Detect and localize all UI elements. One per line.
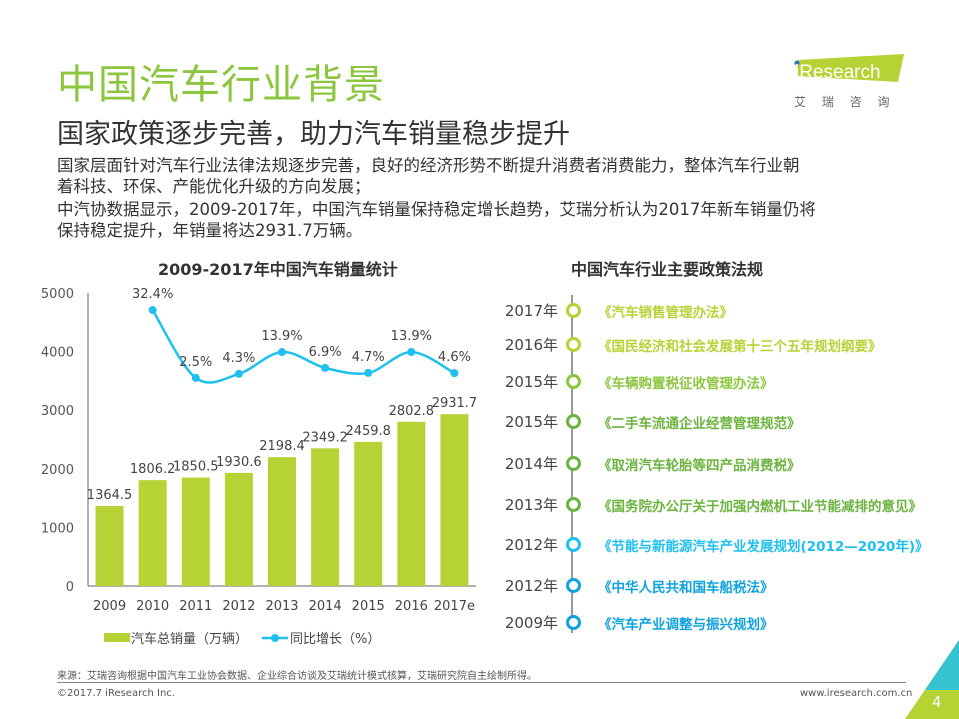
page-number: 4 — [932, 693, 942, 711]
growth-value-label: 13.9% — [261, 329, 302, 344]
growth-point — [450, 369, 459, 378]
x-tick-label: 2012 — [222, 599, 255, 614]
y-tick-label: 0 — [66, 580, 74, 595]
bar-value-label: 1806.2 — [130, 462, 176, 477]
bar-value-label: 2198.4 — [259, 439, 305, 454]
x-tick-label: 2013 — [265, 599, 298, 614]
logo-subtext: 艾 瑞 咨 询 — [794, 94, 895, 109]
growth-point — [321, 363, 330, 372]
timeline-dot-icon — [566, 303, 581, 318]
logo-text: iResearch — [795, 62, 881, 83]
growth-value-label: 2.5% — [179, 355, 212, 370]
policy-year: 2015年 — [504, 373, 558, 391]
growth-point — [148, 306, 157, 315]
timeline-dot-icon — [566, 374, 581, 389]
legend-bar-swatch — [104, 633, 130, 642]
bar — [95, 506, 124, 586]
y-tick-label: 1000 — [41, 521, 74, 536]
growth-value-label: 6.9% — [309, 345, 342, 360]
bar-value-label: 2802.8 — [389, 404, 435, 419]
website-link[interactable]: www.iresearch.com.cn — [800, 688, 913, 699]
policy-year: 2017年 — [504, 302, 558, 320]
policy-title: 中国汽车行业主要政策法规 — [571, 260, 764, 279]
x-tick-label: 2015 — [352, 599, 385, 614]
bar — [311, 448, 340, 586]
x-tick-label: 2009 — [93, 599, 126, 614]
bar-value-label: 2931.7 — [432, 396, 478, 411]
bar — [354, 441, 383, 586]
policy-name: 《二手车流通企业经营管理规范》 — [598, 416, 801, 432]
summary-line: 中汽协数据显示，2009-2017年，中国汽车销量保持稳定增长趋势，艾瑞分析认为… — [57, 200, 816, 219]
y-tick-label: 4000 — [41, 346, 74, 361]
policy-name: 《中华人民共和国车船税法》 — [598, 580, 774, 596]
summary-line: 国家层面针对汽车行业法律法规逐步完善，良好的经济形势不断提升消费者消费能力，整体… — [57, 156, 800, 175]
x-tick-label: 2016 — [395, 599, 428, 614]
policy-name: 《汽车产业调整与振兴规划》 — [598, 617, 774, 633]
timeline-dot-icon — [566, 578, 581, 593]
growth-point — [234, 369, 243, 378]
timeline-dot-icon — [566, 414, 581, 429]
y-tick-label: 3000 — [41, 404, 74, 419]
legend-label: 同比增长（%） — [290, 632, 380, 647]
bar-value-label: 2459.8 — [345, 424, 391, 439]
policy-name: 《节能与新能源汽车产业发展规划(2012—2020年)》 — [598, 539, 929, 555]
corner-decoration — [905, 640, 959, 719]
bar — [181, 477, 210, 586]
footer-divider — [57, 682, 906, 683]
policy-year: 2012年 — [504, 536, 558, 554]
bar — [440, 414, 469, 586]
growth-point — [407, 348, 416, 357]
source-note: 来源：艾瑞咨询根据中国汽车工业协会数据、企业综合访谈及艾瑞统计模式核算，艾瑞研究… — [57, 671, 537, 682]
timeline-dot-icon — [566, 537, 581, 552]
sales-chart: 0 1000 2000 3000 4000 5000 2009 1364.5 2010 1806.… — [41, 287, 478, 647]
page-subtitle: 国家政策逐步完善，助力汽车销量稳步提升 — [57, 119, 570, 150]
copyright: ©2017.7 iResearch Inc. — [57, 688, 175, 699]
timeline-dot-icon — [566, 497, 581, 512]
policy-name: 《车辆购置税征收管理办法》 — [598, 376, 774, 392]
growth-value-label: 32.4% — [132, 287, 173, 302]
growth-value-label: 4.6% — [438, 350, 471, 365]
policy-year: 2013年 — [504, 496, 558, 514]
growth-value-label: 13.9% — [391, 329, 432, 344]
y-tick-label: 2000 — [41, 463, 74, 478]
x-tick-label: 2017e — [434, 599, 475, 614]
policy-name: 《国民经济和社会发展第十三个五年规划纲要》 — [598, 339, 882, 355]
policy-year: 2014年 — [504, 455, 558, 473]
policy-name: 《国务院办公厅关于加强内燃机工业节能减排的意见》 — [598, 499, 922, 515]
bar-value-label: 1850.5 — [173, 460, 219, 475]
bar-value-label: 1930.6 — [216, 455, 262, 470]
iresearch-logo: iResearch 艾 瑞 咨 询 — [792, 52, 912, 112]
bar-value-label: 2349.2 — [302, 430, 348, 445]
policy-name: 《汽车销售管理办法》 — [598, 305, 733, 321]
policy-name: 《取消汽车轮胎等四产品消费税》 — [598, 458, 801, 474]
bar — [138, 480, 167, 586]
growth-point — [191, 373, 200, 382]
bar — [224, 472, 253, 586]
x-tick-label: 2014 — [309, 599, 342, 614]
legend-line-marker — [271, 634, 279, 642]
policy-year: 2016年 — [504, 336, 558, 354]
policy-year: 2009年 — [504, 614, 558, 632]
growth-point — [364, 368, 373, 377]
x-tick-label: 2010 — [136, 599, 169, 614]
legend-label: 汽车总销量（万辆） — [131, 631, 248, 647]
timeline-dot-icon — [566, 456, 581, 471]
bar — [397, 421, 426, 586]
growth-value-label: 4.3% — [222, 351, 255, 366]
bar — [268, 457, 296, 586]
chart-title: 2009-2017年中国汽车销量统计 — [158, 260, 398, 279]
summary-line: 保持稳定提升，年销量将达2931.7万辆。 — [57, 221, 363, 240]
timeline-dot-icon — [566, 615, 581, 630]
y-tick-label: 5000 — [41, 287, 74, 302]
growth-line — [151, 309, 456, 384]
timeline-dot-icon — [566, 337, 581, 352]
summary-line: 着科技、环保、产能优化升级的方向发展； — [57, 177, 371, 196]
page-title: 中国汽车行业背景 — [57, 62, 385, 108]
x-tick-label: 2011 — [179, 599, 212, 614]
growth-value-label: 4.7% — [352, 350, 385, 365]
policy-year: 2012年 — [504, 577, 558, 595]
growth-point — [278, 348, 286, 357]
bar-value-label: 1364.5 — [87, 488, 133, 503]
policy-year: 2015年 — [504, 413, 558, 431]
